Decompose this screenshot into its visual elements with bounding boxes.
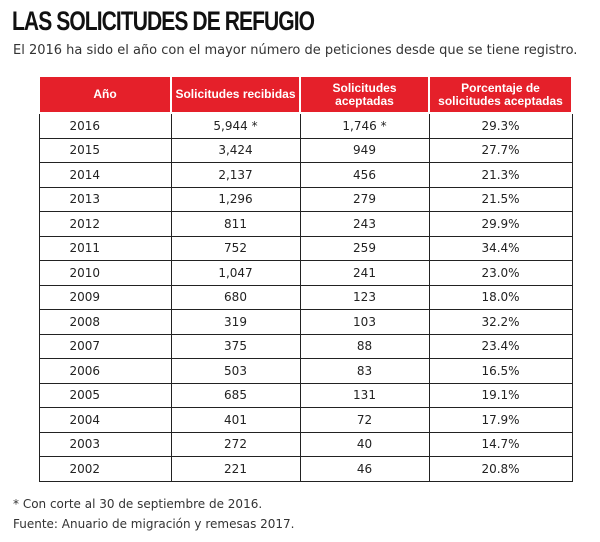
table-row: 2003 272 40 14.7%: [38, 431, 573, 457]
table-row: 2006 503 83 16.5%: [38, 358, 573, 384]
cell-accepted: 456: [299, 162, 430, 188]
refugee-requests-table: Año Solicitudes recibidas Solicitudes ac…: [38, 75, 573, 482]
cell-accepted: 40: [299, 431, 430, 457]
table-row: 2014 2,137 456 21.3%: [38, 162, 573, 188]
chart-subtitle: El 2016 ha sido el año con el mayor núme…: [13, 43, 578, 58]
cell-received: 5,944 *: [170, 112, 301, 139]
cell-received: 680: [170, 284, 301, 310]
cell-percentage: 14.7%: [428, 431, 573, 457]
cell-year: 2007: [38, 333, 172, 359]
cell-received: 401: [170, 407, 301, 433]
cell-received: 3,424: [170, 137, 301, 163]
table-body: 2016 5,944 * 1,746 * 29.3% 2015 3,424 949 27.7%…: [38, 112, 573, 482]
cell-year: 2015: [38, 137, 172, 163]
cell-accepted: 46: [299, 456, 430, 482]
cell-year: 2006: [38, 358, 172, 384]
cell-received: 2,137: [170, 162, 301, 188]
cell-year: 2004: [38, 407, 172, 433]
footnote: * Con corte al 30 de septiembre de 2016.: [13, 497, 263, 511]
cell-accepted: 83: [299, 358, 430, 384]
table-row: 2015 3,424 949 27.7%: [38, 137, 573, 163]
cell-percentage: 16.5%: [428, 358, 573, 384]
cell-year: 2012: [38, 211, 172, 237]
cell-received: 221: [170, 456, 301, 482]
cell-accepted: 243: [299, 211, 430, 237]
cell-percentage: 18.0%: [428, 284, 573, 310]
table-header-row: Año Solicitudes recibidas Solicitudes ac…: [38, 75, 573, 114]
cell-received: 1,296: [170, 186, 301, 212]
chart-title: LAS SOLICITUDES DE REFUGIO: [12, 6, 315, 36]
table-row: 2013 1,296 279 21.5%: [38, 186, 573, 212]
table-row: 2005 685 131 19.1%: [38, 382, 573, 408]
table-row: 2009 680 123 18.0%: [38, 284, 573, 310]
cell-percentage: 20.8%: [428, 456, 573, 482]
cell-percentage: 27.7%: [428, 137, 573, 163]
cell-accepted: 241: [299, 260, 430, 286]
cell-accepted: 103: [299, 309, 430, 335]
cell-accepted: 259: [299, 235, 430, 261]
table-row: 2016 5,944 * 1,746 * 29.3%: [38, 112, 573, 139]
table-row: 2002 221 46 20.8%: [38, 456, 573, 482]
cell-percentage: 21.3%: [428, 162, 573, 188]
table-row: 2004 401 72 17.9%: [38, 407, 573, 433]
cell-received: 1,047: [170, 260, 301, 286]
column-header-percentage: Porcentaje de solicitudes aceptadas: [428, 75, 573, 114]
cell-year: 2011: [38, 235, 172, 261]
cell-percentage: 34.4%: [428, 235, 573, 261]
cell-accepted: 88: [299, 333, 430, 359]
column-header-year: Año: [38, 75, 172, 114]
cell-received: 319: [170, 309, 301, 335]
cell-year: 2009: [38, 284, 172, 310]
cell-accepted: 279: [299, 186, 430, 212]
cell-year: 2003: [38, 431, 172, 457]
cell-received: 272: [170, 431, 301, 457]
cell-percentage: 23.4%: [428, 333, 573, 359]
cell-year: 2016: [38, 112, 172, 139]
cell-year: 2002: [38, 456, 172, 482]
table-row: 2012 811 243 29.9%: [38, 211, 573, 237]
table-row: 2010 1,047 241 23.0%: [38, 260, 573, 286]
cell-year: 2013: [38, 186, 172, 212]
cell-received: 503: [170, 358, 301, 384]
cell-percentage: 21.5%: [428, 186, 573, 212]
cell-received: 375: [170, 333, 301, 359]
cell-year: 2014: [38, 162, 172, 188]
cell-accepted: 949: [299, 137, 430, 163]
column-header-received: Solicitudes recibidas: [170, 75, 301, 114]
cell-received: 752: [170, 235, 301, 261]
cell-percentage: 32.2%: [428, 309, 573, 335]
cell-year: 2005: [38, 382, 172, 408]
source-note: Fuente: Anuario de migración y remesas 2…: [13, 517, 295, 531]
table-row: 2008 319 103 32.2%: [38, 309, 573, 335]
cell-percentage: 29.9%: [428, 211, 573, 237]
cell-accepted: 131: [299, 382, 430, 408]
cell-received: 811: [170, 211, 301, 237]
cell-accepted: 72: [299, 407, 430, 433]
cell-percentage: 29.3%: [428, 112, 573, 139]
cell-year: 2008: [38, 309, 172, 335]
cell-accepted: 1,746 *: [299, 112, 430, 139]
cell-percentage: 19.1%: [428, 382, 573, 408]
cell-accepted: 123: [299, 284, 430, 310]
cell-received: 685: [170, 382, 301, 408]
table-row: 2011 752 259 34.4%: [38, 235, 573, 261]
cell-percentage: 17.9%: [428, 407, 573, 433]
column-header-accepted: Solicitudes aceptadas: [299, 75, 430, 114]
table-row: 2007 375 88 23.4%: [38, 333, 573, 359]
cell-year: 2010: [38, 260, 172, 286]
cell-percentage: 23.0%: [428, 260, 573, 286]
